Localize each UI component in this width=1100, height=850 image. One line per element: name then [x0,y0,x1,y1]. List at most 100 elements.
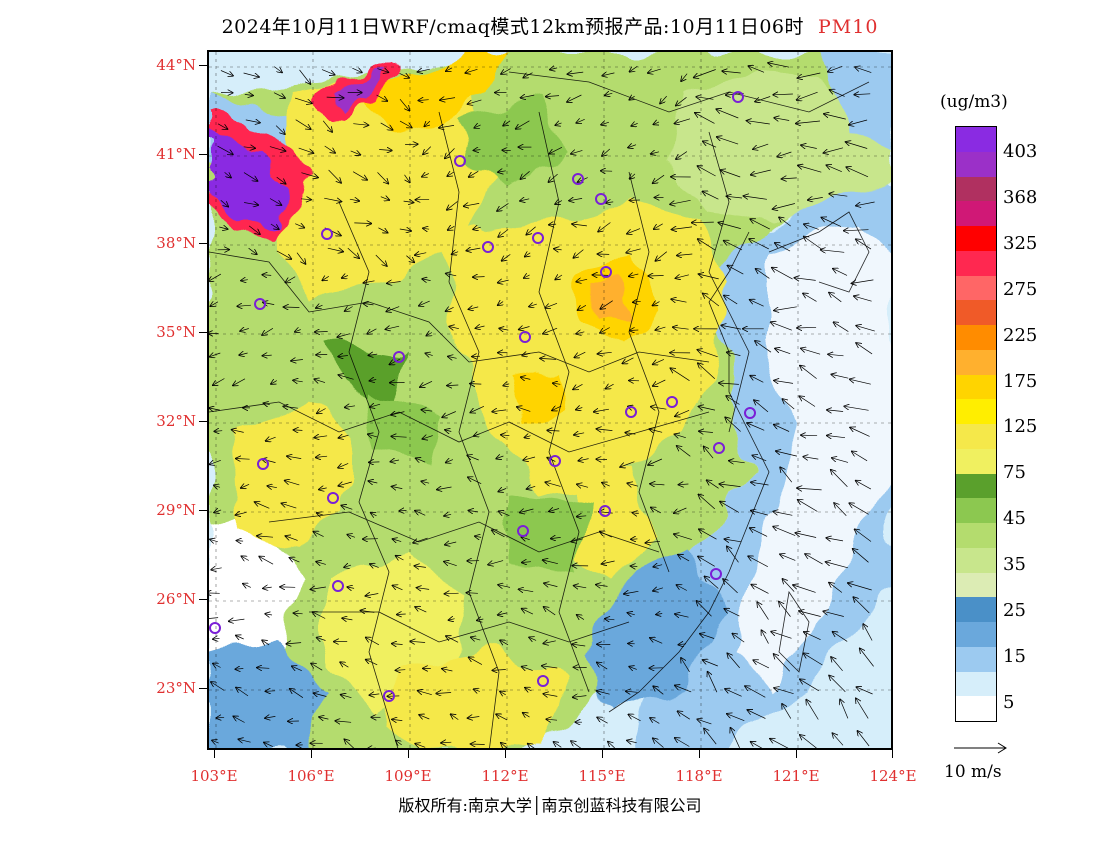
wind-vector [337,334,350,337]
product-label: PM10 [818,16,879,38]
wind-vector [341,506,353,510]
wind-vector [377,69,388,73]
wind-vector [426,353,433,355]
wind-vector [783,579,795,592]
wind-vector [775,243,791,252]
wind-vector [833,632,848,642]
wind-vector [239,353,248,355]
wind-vector [653,302,660,306]
lat-tick [199,688,207,689]
wind-vector [797,91,818,100]
wind-vector [577,484,589,487]
wind-vector [292,666,302,670]
wind-vector [828,65,843,71]
wind-vector [240,329,249,332]
wind-vector [399,229,411,231]
wind-vector [314,436,328,438]
legend-swatch [956,300,996,325]
wind-vector [423,228,430,229]
wind-vector [827,436,846,438]
wind-vector [546,96,560,97]
wind-vector [419,715,430,719]
wind-vector [628,145,637,148]
wind-vector [245,120,260,123]
wind-vector [525,688,532,691]
wind-vector [519,327,530,330]
legend-label: 125 [1003,416,1038,437]
wind-vector [824,147,844,153]
wind-vector [801,348,821,355]
wind-vector [214,485,221,487]
legend-swatch [956,374,996,400]
legend-swatch [956,399,996,424]
wind-vector [549,224,557,225]
wind-vector [696,97,714,100]
wind-vector [468,717,480,719]
wind-reference-label: 10 m/s [944,762,1002,782]
wind-vector [366,638,380,646]
wind-vector [496,456,504,459]
wind-vector [856,343,873,355]
wind-vector [774,688,794,695]
wind-vector [727,196,743,198]
wind-vector [217,123,227,129]
wind-vector [521,377,531,379]
wind-vector [427,333,432,336]
wind-vector [720,484,741,487]
wind-vector [699,495,716,510]
wind-vector [774,425,790,432]
wind-vector [444,562,457,567]
wind-vector [233,716,245,723]
wind-vector [496,714,508,721]
wind-vector [678,555,690,562]
wind-vector [549,509,560,512]
wind-vector [244,203,258,206]
lat-tick [199,154,207,155]
wind-vector [550,68,558,70]
wind-vector [352,68,361,72]
wind-vector [699,407,716,411]
wind-vector [571,741,582,748]
wind-vector [750,528,768,537]
wind-vector [605,619,615,620]
wind-vector [522,667,533,671]
wind-vector [317,638,326,641]
wind-vector [399,120,412,127]
wind-vector [675,434,686,437]
wind-vector [527,486,536,489]
city-markers [209,91,756,702]
wind-vector [834,322,849,332]
wind-vector [366,594,379,596]
wind-vector [726,396,740,405]
wind-vector [339,435,349,438]
wind-vector [210,539,218,541]
wind-vector [523,713,530,717]
wind-vector [674,534,692,540]
wind-vector [656,327,666,330]
wind-vector [753,660,770,669]
wind-vector [832,458,849,463]
wind-vector [703,660,718,667]
city-marker [666,396,678,408]
wind-vector [555,123,562,125]
wind-vector [629,667,637,670]
wind-vector [624,591,639,594]
wind-vector [827,410,844,412]
wind-vector [704,447,714,459]
wind-vector [782,178,797,179]
wind-vector [677,254,693,256]
wind-vector [520,509,534,513]
wind-vector [243,172,257,181]
wind-vector [229,619,245,621]
lon-tick [602,750,603,758]
wind-vector [699,529,717,540]
wind-vector [437,487,452,490]
wind-vector [440,98,456,101]
wind-vector [499,328,509,330]
wind-vector [370,564,379,568]
legend-swatch [956,226,996,251]
wind-vector [441,742,452,743]
wind-vector [772,268,793,280]
wind-vector [829,583,843,593]
wind-vector [749,66,765,73]
